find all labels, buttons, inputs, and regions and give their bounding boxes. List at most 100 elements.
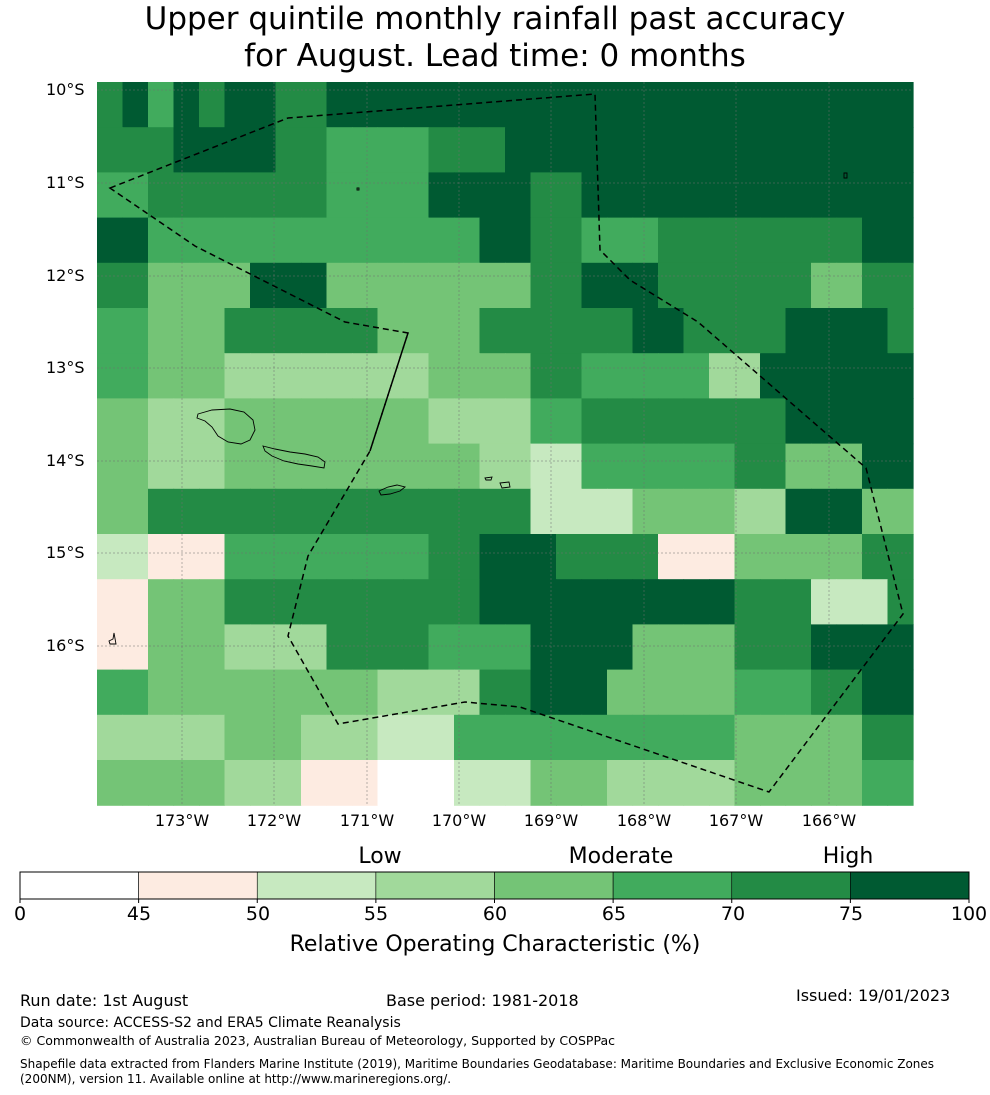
grid-cell bbox=[709, 82, 736, 128]
grid-cell bbox=[122, 714, 149, 761]
grid-cell bbox=[122, 82, 149, 128]
grid-cell bbox=[454, 172, 481, 219]
grid-cell bbox=[250, 172, 277, 219]
grid-cell bbox=[326, 353, 353, 399]
grid-cell bbox=[173, 82, 200, 128]
grid-cell bbox=[173, 579, 200, 625]
grid-cell bbox=[173, 443, 200, 490]
grid-cell bbox=[97, 579, 124, 625]
grid-cell bbox=[505, 488, 532, 535]
grid-cell bbox=[836, 579, 863, 625]
grid-cell bbox=[581, 624, 608, 671]
grid-cell bbox=[97, 353, 124, 399]
grid-cell bbox=[811, 579, 838, 625]
grid-cell bbox=[403, 398, 430, 445]
grid-cell bbox=[887, 714, 914, 761]
grid-cell bbox=[530, 534, 557, 580]
grid-cell bbox=[836, 127, 863, 173]
grid-cell bbox=[709, 172, 736, 219]
colorbar-level-high: High bbox=[822, 844, 874, 869]
grid-cell bbox=[301, 308, 328, 354]
grid-cell bbox=[530, 353, 557, 399]
island-upolu bbox=[262, 445, 326, 469]
grid-cell bbox=[632, 488, 659, 535]
grid-cell bbox=[505, 760, 532, 806]
grid-cell bbox=[836, 714, 863, 761]
grid-cell bbox=[403, 262, 430, 309]
grid-cell bbox=[97, 127, 124, 173]
grid-cell bbox=[479, 488, 506, 535]
grid-cell bbox=[734, 669, 761, 716]
grid-cell bbox=[836, 82, 863, 128]
grid-cell bbox=[122, 353, 149, 399]
lon-label-168w: 168°W bbox=[616, 811, 672, 830]
grid-cell bbox=[173, 308, 200, 354]
grid-cell bbox=[352, 82, 379, 128]
grid-cell bbox=[428, 353, 455, 399]
grid-cell bbox=[734, 534, 761, 580]
grid-cell bbox=[250, 217, 277, 264]
grid-cell bbox=[173, 624, 200, 671]
grid-cell bbox=[377, 579, 404, 625]
grid-cell bbox=[556, 760, 583, 806]
grid-cell bbox=[199, 353, 226, 399]
grid-cell bbox=[403, 488, 430, 535]
colorbar-segment bbox=[612, 871, 733, 900]
grid-cell bbox=[505, 353, 532, 399]
grid-cell bbox=[479, 760, 506, 806]
grid-cell bbox=[326, 534, 353, 580]
grid-cell bbox=[658, 127, 685, 173]
grid-cell bbox=[658, 624, 685, 671]
grid-cell bbox=[607, 760, 634, 806]
grid-cell bbox=[250, 443, 277, 490]
grid-cell bbox=[709, 579, 736, 625]
grid-cell bbox=[683, 82, 710, 128]
grid-cell bbox=[224, 353, 251, 399]
grid-cell bbox=[403, 127, 430, 173]
colorbar-tick: 0 bbox=[13, 903, 27, 925]
grid-cell bbox=[785, 217, 812, 264]
grid-cell bbox=[530, 443, 557, 490]
grid-cell bbox=[377, 488, 404, 535]
grid-cell bbox=[632, 217, 659, 264]
grid-cell bbox=[581, 669, 608, 716]
grid-cell bbox=[811, 308, 838, 354]
grid-cell bbox=[352, 217, 379, 264]
lat-label-13s: 13°S bbox=[46, 358, 85, 377]
grid-cell bbox=[326, 669, 353, 716]
grid-cell bbox=[377, 714, 404, 761]
grid-cell bbox=[683, 172, 710, 219]
grid-cell bbox=[97, 217, 124, 264]
grid-cell bbox=[454, 579, 481, 625]
grid-cell bbox=[250, 624, 277, 671]
grid-cell bbox=[862, 172, 889, 219]
grid-cell bbox=[122, 669, 149, 716]
grid-cell bbox=[224, 534, 251, 580]
grid-cell bbox=[326, 488, 353, 535]
grid-cell bbox=[479, 127, 506, 173]
grid-cell bbox=[556, 714, 583, 761]
grid-cell bbox=[122, 488, 149, 535]
grid-cell bbox=[148, 398, 175, 445]
grid-cell bbox=[760, 127, 787, 173]
grid-cell bbox=[479, 624, 506, 671]
grid-cell bbox=[428, 714, 455, 761]
grid-cell bbox=[709, 353, 736, 399]
grid-cell bbox=[556, 217, 583, 264]
grid-cell bbox=[709, 488, 736, 535]
grid-cell bbox=[122, 534, 149, 580]
grid-cell bbox=[505, 308, 532, 354]
grid-cell bbox=[352, 443, 379, 490]
grid-cell bbox=[352, 624, 379, 671]
grid-cell bbox=[301, 714, 328, 761]
grid-cell bbox=[607, 579, 634, 625]
grid-cell bbox=[811, 172, 838, 219]
grid-cell bbox=[581, 127, 608, 173]
grid-cell bbox=[734, 217, 761, 264]
grid-cell bbox=[377, 127, 404, 173]
shapefile-credit-line-2: (200NM), version 11. Available online at… bbox=[20, 1072, 452, 1086]
grid-cell bbox=[887, 443, 914, 490]
grid-cell bbox=[607, 443, 634, 490]
grid-cell bbox=[199, 488, 226, 535]
grid-cell bbox=[811, 82, 838, 128]
